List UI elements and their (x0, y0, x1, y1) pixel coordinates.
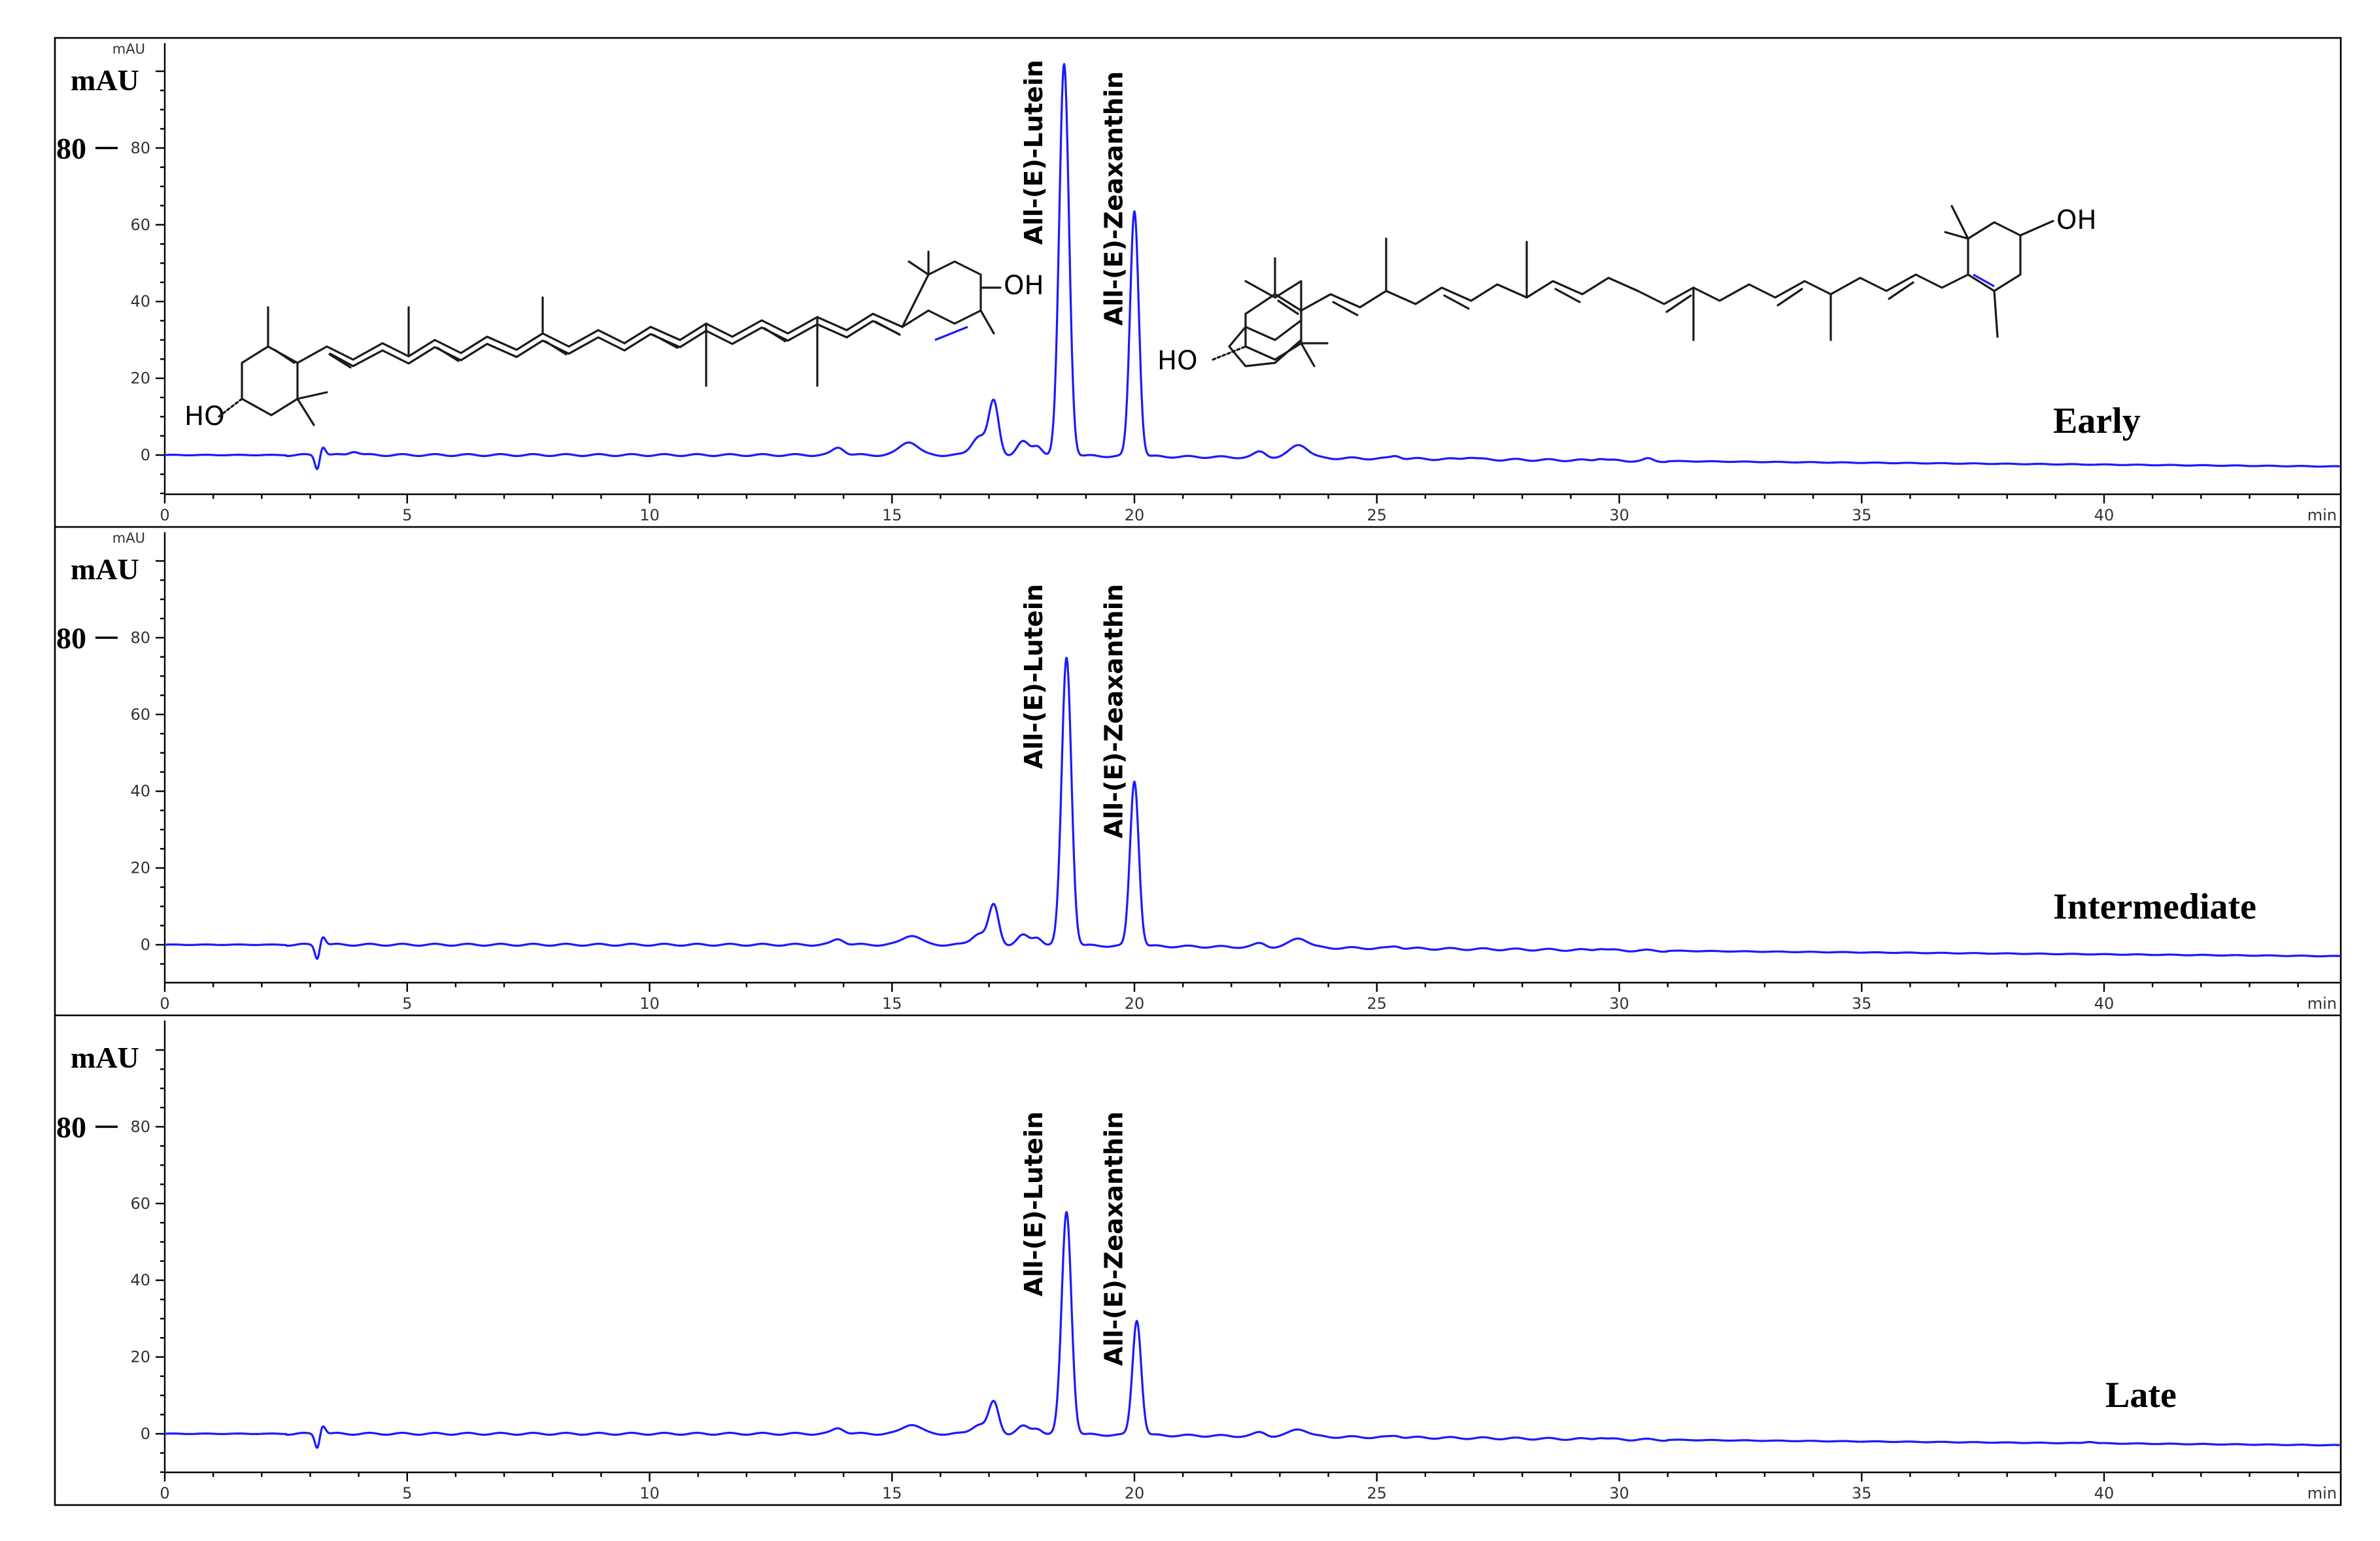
x-tick-label: 15 (882, 994, 902, 1013)
svg-text:HO: HO (1157, 346, 1198, 376)
x-tick-label: 40 (2094, 506, 2115, 524)
panel-early: 0 5 10 15 20 25 30 35 40 min 0 20 40 60 80 mAU mAU 80 Earl… (56, 41, 2341, 524)
x-unit-label: min (2307, 994, 2337, 1013)
panel-intermediate: 0 5 10 15 20 25 30 35 40 min 0 20 40 60 80 mAU mAU 80 Inte… (55, 526, 2341, 1013)
y-axis-title: mAU (71, 63, 139, 97)
y-axis-title: mAU (71, 552, 139, 586)
y-tick-label: 40 (130, 782, 150, 800)
x-unit-label: min (2307, 506, 2337, 524)
panel-label: Intermediate (2053, 887, 2256, 927)
x-tick-label: 30 (1609, 506, 1629, 524)
x-unit-label: min (2307, 1484, 2337, 1502)
x-tick-label: 10 (639, 994, 660, 1013)
outer-frame (54, 37, 2342, 1506)
x-tick-label: 35 (1852, 506, 1872, 524)
x-tick-label: 0 (160, 1484, 169, 1502)
structure-drawings: HO OH HO OH (184, 205, 2097, 432)
peak-label-lutein: All-(E)-Lutein (1019, 1111, 1048, 1296)
peak-label-lutein: All-(E)-Lutein (1019, 584, 1048, 769)
panel-late: 0 5 10 15 20 25 30 35 40 min 0 20 40 60 80 mAU 80 Late All… (55, 1014, 2341, 1502)
y-tick-label: 80 (130, 628, 150, 647)
y-tick-label: 40 (130, 1271, 150, 1289)
x-tick-label: 30 (1609, 1484, 1629, 1502)
x-tick-label: 5 (402, 506, 412, 524)
chromatogram-trace (164, 63, 2341, 471)
x-tick-label: 0 (160, 506, 169, 524)
chromatogram-trace (164, 656, 2341, 960)
peak-label-zeaxanthin: All-(E)-Zeaxanthin (1100, 584, 1129, 838)
x-tick-label: 35 (1852, 1484, 1872, 1502)
svg-text:HO: HO (184, 401, 225, 432)
x-tick-label: 0 (160, 994, 169, 1013)
y-tick-label: 40 (130, 292, 150, 311)
y-tick-label: 0 (141, 446, 150, 464)
y-tick-label: 60 (130, 705, 150, 724)
svg-text:OH: OH (2056, 205, 2097, 235)
x-tick-label: 20 (1125, 506, 1145, 524)
y-highlight-tick-label: 80 (56, 1110, 86, 1143)
peak-label-lutein: All-(E)-Lutein (1019, 59, 1048, 245)
peak-label-zeaxanthin: All-(E)-Zeaxanthin (1100, 1111, 1129, 1366)
x-tick-label: 10 (639, 506, 660, 524)
x-tick-label: 35 (1852, 994, 1872, 1013)
x-tick-label: 30 (1609, 994, 1629, 1013)
y-tick-label: 20 (130, 369, 150, 388)
y-tick-label: 80 (130, 139, 150, 157)
x-tick-label: 40 (2094, 994, 2115, 1013)
x-tick-label: 40 (2094, 1484, 2115, 1502)
x-tick-label: 20 (1125, 1484, 1145, 1502)
zeaxanthin-structure: HO OH (1157, 205, 2097, 376)
x-tick-label: 15 (882, 506, 902, 524)
x-tick-label: 5 (402, 1484, 412, 1502)
y-tick-label: 0 (141, 936, 150, 954)
x-tick-label: 5 (402, 994, 412, 1013)
x-tick-label: 20 (1125, 994, 1145, 1013)
svg-text:OH: OH (1004, 271, 1044, 301)
y-tick-label: 60 (130, 216, 150, 234)
x-tick-label: 25 (1367, 1484, 1387, 1502)
y-tick-label: 20 (130, 1348, 150, 1366)
y-unit-small: mAU (112, 41, 145, 57)
x-tick-label: 15 (882, 1484, 902, 1502)
panel-label: Late (2105, 1375, 2177, 1415)
x-tick-label: 10 (639, 1484, 660, 1502)
y-highlight-tick-label: 80 (56, 131, 86, 165)
panel-label: Early (2053, 401, 2141, 441)
y-tick-label: 20 (130, 859, 150, 877)
y-tick-label: 0 (141, 1425, 150, 1443)
y-tick-label: 60 (130, 1194, 150, 1213)
x-tick-label: 25 (1367, 506, 1387, 524)
lutein-structure: HO OH (184, 250, 1044, 432)
peak-label-zeaxanthin: All-(E)-Zeaxanthin (1100, 71, 1129, 326)
y-tick-label: 80 (130, 1117, 150, 1136)
y-axis-title: mAU (71, 1041, 139, 1074)
x-tick-label: 25 (1367, 994, 1387, 1013)
chromatogram-trace (164, 1211, 2341, 1449)
y-highlight-tick-label: 80 (56, 621, 86, 654)
y-unit-small: mAU (112, 530, 145, 546)
